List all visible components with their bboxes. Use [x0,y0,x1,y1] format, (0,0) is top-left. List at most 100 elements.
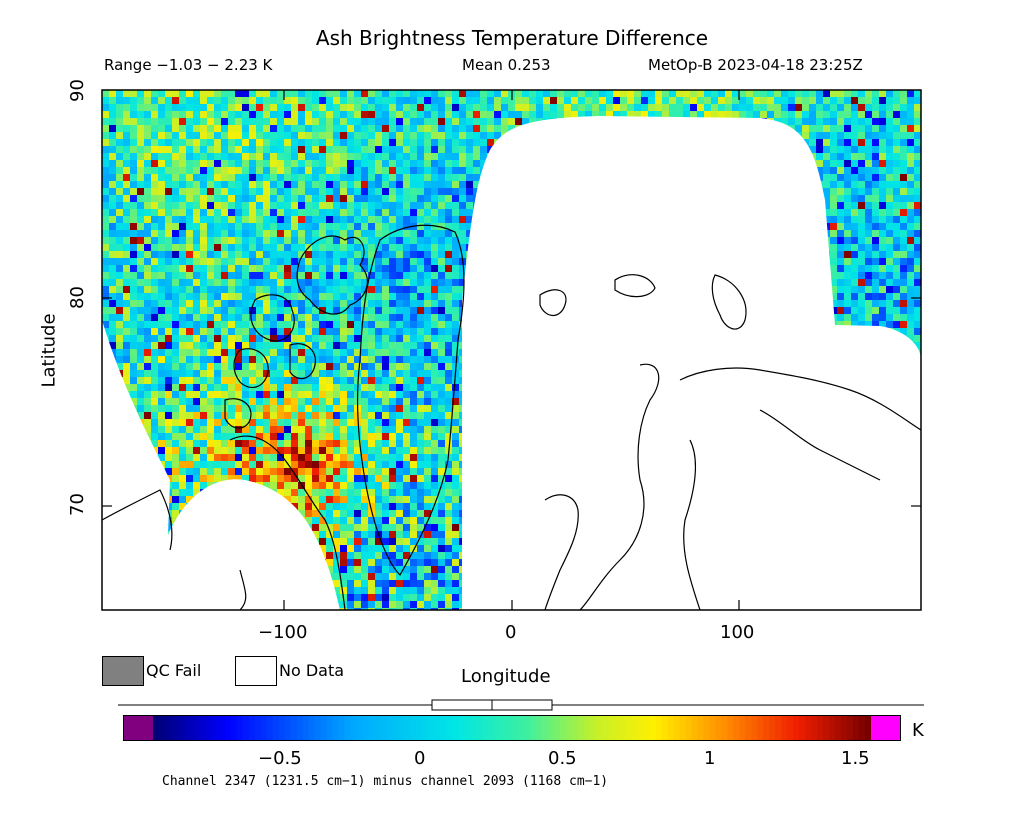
heatmap-cell [270,314,277,321]
heatmap-cell [326,265,333,272]
heatmap-cell [172,118,179,125]
heatmap-cell [214,342,221,349]
heatmap-cell [445,132,452,139]
heatmap-cell [886,314,893,321]
heatmap-cell [907,188,914,195]
heatmap-cell [403,356,410,363]
heatmap-cell [277,377,284,384]
heatmap-cell [844,272,851,279]
heatmap-cell [725,97,732,104]
heatmap-cell [403,167,410,174]
heatmap-cell [102,181,109,188]
heatmap-cell [207,230,214,237]
heatmap-cell [410,132,417,139]
heatmap-cell [830,237,837,244]
heatmap-cell [228,335,235,342]
heatmap-cell [452,321,459,328]
heatmap-cell [172,265,179,272]
heatmap-cell [368,160,375,167]
heatmap-cell [466,118,473,125]
heatmap-cell [298,293,305,300]
heatmap-cell [242,146,249,153]
heatmap-cell [263,125,270,132]
heatmap-cell [165,335,172,342]
heatmap-cell [235,230,242,237]
heatmap-cell [809,132,816,139]
heatmap-cell [319,188,326,195]
heatmap-cell [179,265,186,272]
heatmap-cell [445,258,452,265]
heatmap-cell [732,104,739,111]
heatmap-cell [284,104,291,111]
heatmap-cell [354,104,361,111]
heatmap-cell [207,321,214,328]
heatmap-cell [256,195,263,202]
heatmap-cell [382,272,389,279]
heatmap-cell [312,300,319,307]
heatmap-cell [396,328,403,335]
heatmap-cell [291,377,298,384]
heatmap-cell [326,349,333,356]
heatmap-cell [354,356,361,363]
heatmap-cell [242,216,249,223]
heatmap-cell [270,237,277,244]
heatmap-cell [417,125,424,132]
heatmap-cell [130,321,137,328]
heatmap-cell [130,349,137,356]
heatmap-cell [438,167,445,174]
heatmap-cell [844,104,851,111]
heatmap-cell [235,153,242,160]
heatmap-cell [172,132,179,139]
heatmap-cell [452,132,459,139]
heatmap-cell [837,293,844,300]
heatmap-cell [144,160,151,167]
heatmap-cell [158,335,165,342]
heatmap-cell [193,90,200,97]
heatmap-cell [886,202,893,209]
heatmap-cell [312,111,319,118]
heatmap-cell [193,104,200,111]
heatmap-cell [151,279,158,286]
heatmap-cell [242,111,249,118]
heatmap-cell [298,125,305,132]
heatmap-cell [424,370,431,377]
heatmap-cell [151,160,158,167]
heatmap-cell [228,132,235,139]
heatmap-cell [907,223,914,230]
heatmap-cell [298,202,305,209]
heatmap-cell [830,209,837,216]
heatmap-cell [186,111,193,118]
heatmap-cell [214,237,221,244]
heatmap-cell [865,174,872,181]
heatmap-cell [893,139,900,146]
heatmap-cell [886,293,893,300]
heatmap-cell [137,244,144,251]
heatmap-cell [165,125,172,132]
heatmap-cell [410,279,417,286]
heatmap-cell [256,90,263,97]
heatmap-cell [389,97,396,104]
heatmap-cell [319,356,326,363]
heatmap-cell [445,118,452,125]
heatmap-cell [123,90,130,97]
heatmap-cell [319,335,326,342]
heatmap-cell [816,139,823,146]
heatmap-cell [109,244,116,251]
heatmap-cell [256,146,263,153]
heatmap-cell [599,97,606,104]
heatmap-cell [207,216,214,223]
heatmap-cell [123,104,130,111]
heatmap-cell [256,293,263,300]
heatmap-cell [375,272,382,279]
heatmap-cell [452,160,459,167]
heatmap-cell [858,300,865,307]
heatmap-cell [270,258,277,265]
heatmap-cell [914,265,921,272]
heatmap-cell [249,125,256,132]
heatmap-cell [228,125,235,132]
heatmap-cell [172,195,179,202]
heatmap-cell [291,195,298,202]
heatmap-cell [879,279,886,286]
heatmap-cell [438,160,445,167]
heatmap-cell [144,223,151,230]
